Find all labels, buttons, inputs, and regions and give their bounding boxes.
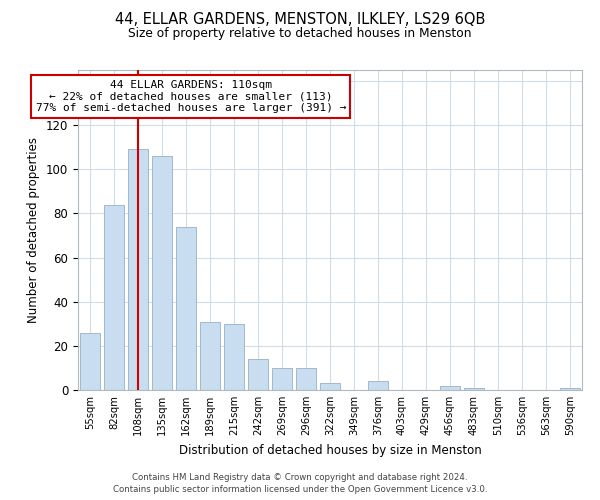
Bar bbox=[440, 386, 460, 390]
Bar bbox=[152, 156, 172, 390]
Bar bbox=[200, 322, 220, 390]
Bar bbox=[272, 368, 292, 390]
Bar bbox=[176, 226, 196, 390]
Bar bbox=[248, 359, 268, 390]
Text: Contains public sector information licensed under the Open Government Licence v3: Contains public sector information licen… bbox=[113, 485, 487, 494]
Bar bbox=[560, 388, 580, 390]
Y-axis label: Number of detached properties: Number of detached properties bbox=[28, 137, 40, 323]
Text: Contains HM Land Registry data © Crown copyright and database right 2024.: Contains HM Land Registry data © Crown c… bbox=[132, 472, 468, 482]
Bar bbox=[368, 381, 388, 390]
Bar bbox=[296, 368, 316, 390]
Bar bbox=[128, 150, 148, 390]
Bar bbox=[104, 204, 124, 390]
Bar bbox=[224, 324, 244, 390]
X-axis label: Distribution of detached houses by size in Menston: Distribution of detached houses by size … bbox=[179, 444, 481, 456]
Text: 44, ELLAR GARDENS, MENSTON, ILKLEY, LS29 6QB: 44, ELLAR GARDENS, MENSTON, ILKLEY, LS29… bbox=[115, 12, 485, 28]
Bar bbox=[320, 384, 340, 390]
Bar bbox=[80, 332, 100, 390]
Text: Size of property relative to detached houses in Menston: Size of property relative to detached ho… bbox=[128, 28, 472, 40]
Text: 44 ELLAR GARDENS: 110sqm
← 22% of detached houses are smaller (113)
77% of semi-: 44 ELLAR GARDENS: 110sqm ← 22% of detach… bbox=[35, 80, 346, 113]
Bar bbox=[464, 388, 484, 390]
